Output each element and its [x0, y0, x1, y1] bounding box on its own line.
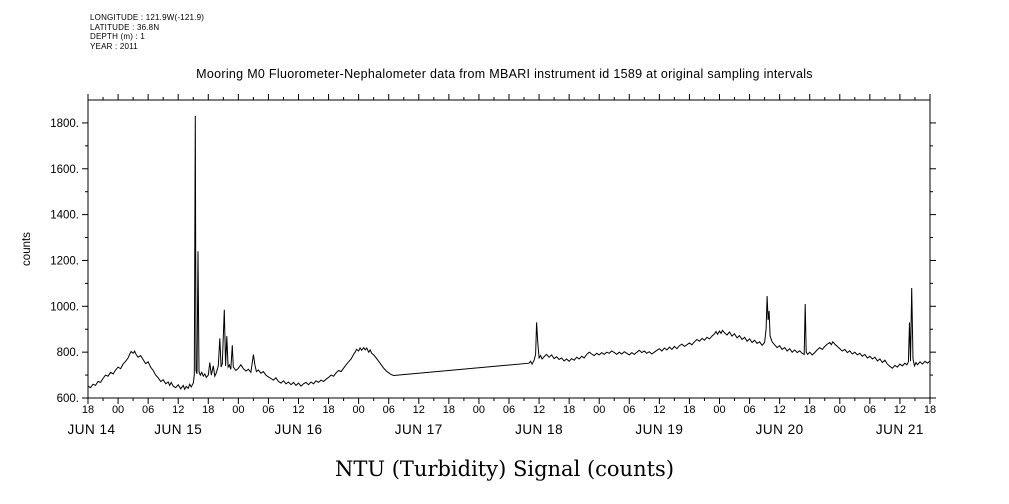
x-hour-label: 18 — [804, 404, 816, 416]
x-hour-label: 18 — [322, 404, 334, 416]
plot-frame — [87, 99, 931, 399]
x-date-label: JUN 14 — [68, 422, 116, 437]
x-hour-label: 00 — [473, 404, 485, 416]
header-metadata: LONGITUDE : 121.9W(-121.9) LATITUDE : 36… — [90, 13, 204, 51]
x-hour-label: 18 — [683, 404, 695, 416]
x-axis: 18 00 06 12 18 00 06 12 18 00 06 12 18 00 06 12 18 00 06 12… — [68, 94, 936, 437]
y-tick-label: 1400. — [50, 210, 79, 222]
meta-longitude: LONGITUDE : 121.9W(-121.9) — [90, 13, 205, 22]
x-hour-label: 00 — [112, 404, 124, 416]
y-tick-label: 1200. — [50, 255, 79, 267]
x-date-label: JUN 20 — [756, 422, 804, 437]
meta-year: YEAR : 2011 — [90, 41, 138, 51]
x-hour-label: 12 — [413, 404, 425, 416]
x-hour-label: 06 — [262, 404, 274, 416]
meta-depth: DEPTH (m) : 1 — [90, 32, 146, 42]
x-hour-label: 06 — [503, 404, 515, 416]
x-date-label: JUN 15 — [154, 422, 202, 437]
y-tick-label: 800. — [57, 347, 79, 359]
x-date-label: JUN 16 — [274, 422, 322, 437]
y-tick-label: 1000. — [50, 301, 79, 313]
x-hour-label: 12 — [533, 404, 545, 416]
x-hour-label: 12 — [894, 404, 906, 416]
y-tick-label: 1800. — [50, 118, 79, 130]
x-hour-label: 18 — [563, 404, 575, 416]
x-date-label: JUN 19 — [635, 422, 683, 437]
turbidity-line — [87, 115, 931, 391]
x-hour-label: 00 — [713, 404, 725, 416]
x-hour-label: 18 — [82, 404, 94, 416]
x-hour-label: 12 — [292, 404, 304, 416]
x-date-label: JUN 18 — [515, 422, 563, 437]
x-hour-label: 06 — [142, 404, 154, 416]
x-date-label: JUN 17 — [395, 422, 443, 437]
y-tick-label: 600. — [57, 393, 79, 405]
x-hour-label: 12 — [774, 404, 786, 416]
x-hour-label: 00 — [353, 404, 365, 416]
y-tick-label: 1600. — [50, 164, 79, 176]
x-hour-label: 18 — [924, 404, 936, 416]
x-date-label: JUN 21 — [876, 422, 924, 437]
x-hour-label: 00 — [232, 404, 244, 416]
x-axis-title: NTU (Turbidity) Signal (counts) — [334, 457, 675, 481]
y-axis: 600. 800. 1000. 1200. 1400. 1600. 1800. — [50, 118, 936, 405]
plot-title: Mooring M0 Fluorometer-Nephalometer data… — [196, 67, 813, 81]
x-hour-label: 06 — [383, 404, 395, 416]
x-hour-label: 18 — [443, 404, 455, 416]
x-hour-label: 18 — [202, 404, 214, 416]
x-hour-label: 00 — [834, 404, 846, 416]
meta-latitude: LATITUDE : 36.8N — [90, 22, 160, 32]
x-hour-label: 06 — [623, 404, 635, 416]
x-hour-label: 06 — [743, 404, 755, 416]
x-hour-label: 12 — [172, 404, 184, 416]
x-hour-label: 12 — [653, 404, 665, 416]
x-hour-label: 06 — [864, 404, 876, 416]
x-hour-label: 00 — [593, 404, 605, 416]
y-axis-label: counts — [21, 232, 33, 266]
